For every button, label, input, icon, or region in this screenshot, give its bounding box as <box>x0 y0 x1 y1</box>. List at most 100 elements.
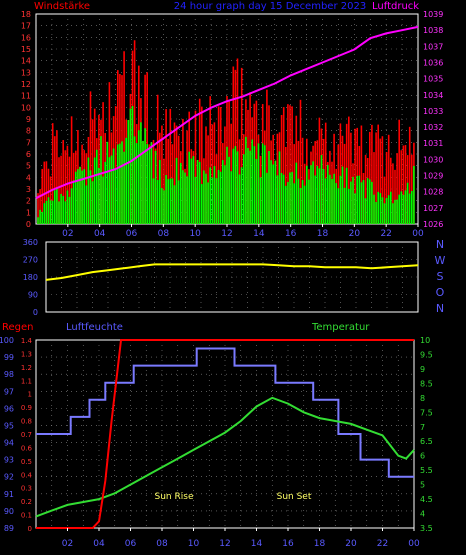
rain-axis: 0 0.1 0.2 0.3 0.4 0.5 0.6 0.7 0.8 0.9 1 1.1 1.2 1.3 1.… <box>21 337 33 533</box>
temperature-tick-label: 8.5 <box>420 379 433 388</box>
direction-line <box>45 263 419 281</box>
pressure-tick-label: 1033 <box>423 107 443 116</box>
temperature-tick-label: 6 <box>420 452 425 461</box>
rain-tick-label: 0 <box>28 525 32 533</box>
pressure-tick-label: 1027 <box>423 204 443 213</box>
compass-label: W <box>435 254 446 267</box>
hour-tick-label: 18 <box>314 539 326 549</box>
pressure-series-line <box>35 25 419 200</box>
hour-tick-label: 20 <box>349 229 361 239</box>
pressure-tick-label: 1030 <box>423 155 443 164</box>
rain-tick-label: 0.5 <box>21 458 32 466</box>
wind-x-axis: 02 04 06 08 10 12 14 16 18 20 22 00 <box>62 224 424 239</box>
direction-tick-label: 90 <box>28 291 38 300</box>
graph-title: 24 hour graph day 15 December 2023 <box>174 1 366 12</box>
hour-tick-label: 06 <box>125 539 137 549</box>
humidity-axis: 89 90 91 92 93 94 95 96 97 98 99 100 <box>0 336 14 533</box>
direction-tick-label: 360 <box>23 238 38 247</box>
hour-tick-label: 16 <box>282 539 294 549</box>
pressure-title: Luftdruck <box>372 1 419 12</box>
rain-title: Regen <box>2 322 34 333</box>
rain-tick-label: 0.2 <box>21 498 32 506</box>
hour-tick-label: 08 <box>158 229 170 239</box>
hour-tick-label: 16 <box>285 229 297 239</box>
hour-tick-label: 22 <box>377 539 388 549</box>
hour-tick-label: 10 <box>189 229 201 239</box>
rain-tick-label: 0.6 <box>21 444 33 452</box>
rain-tick-label: 1.4 <box>21 337 33 345</box>
temperature-tick-label: 4 <box>420 510 425 519</box>
hour-tick-label: 00 <box>412 229 424 239</box>
hour-tick-label: 02 <box>62 229 73 239</box>
wind-tick-label: 7 <box>26 138 31 147</box>
hour-tick-label: 20 <box>345 539 357 549</box>
compass-label: O <box>436 286 445 299</box>
temperature-tick-label: 3.5 <box>420 524 433 533</box>
humidity-tick-label: 90 <box>4 507 14 516</box>
humidity-tick-label: 95 <box>4 421 14 430</box>
climate-plot-grid <box>36 340 414 528</box>
rain-tick-label: 1.3 <box>21 350 32 358</box>
wind-tick-label: 5 <box>26 162 31 171</box>
direction-tick-label: 270 <box>23 256 38 265</box>
compass-label: S <box>437 270 444 283</box>
humidity-tick-label: 97 <box>4 387 14 396</box>
compass-label: N <box>436 302 444 315</box>
rain-tick-label: 1.1 <box>21 377 32 385</box>
wind-tick-label: 10 <box>21 103 31 112</box>
wind-tick-label: 1 <box>26 208 31 217</box>
direction-series-line <box>45 263 419 281</box>
wind-tick-label: 0 <box>26 220 31 229</box>
hour-tick-label: 14 <box>251 539 263 549</box>
pressure-tick-label: 1036 <box>423 58 443 67</box>
pressure-tick-label: 1031 <box>423 139 443 148</box>
pressure-tick-label: 1034 <box>423 91 443 100</box>
wind-tick-label: 3 <box>26 185 31 194</box>
wind-title: Windstärke <box>34 1 90 12</box>
humidity-tick-label: 99 <box>4 353 14 362</box>
hour-tick-label: 18 <box>317 229 329 239</box>
temperature-axis: 3.5 4 4.5 5 5.5 6 6.5 7 7.5 8 8.5 9 9.5 10 <box>420 336 433 533</box>
pressure-line <box>35 25 419 200</box>
rain-tick-label: 0.3 <box>21 485 32 493</box>
climate-lines <box>35 339 415 529</box>
hour-tick-label: 12 <box>219 539 230 549</box>
wind-bars <box>37 40 415 224</box>
wind-tick-label: 2 <box>26 197 31 206</box>
pressure-tick-label: 1037 <box>423 42 443 51</box>
temperature-tick-label: 7 <box>420 423 425 432</box>
climate-x-axis: 02 04 06 08 10 12 14 16 18 20 22 00 <box>62 528 420 549</box>
hour-tick-label: 14 <box>253 229 265 239</box>
humidity-tick-label: 100 <box>0 336 14 345</box>
temperature-tick-label: 9 <box>420 365 425 374</box>
direction-plot-grid <box>46 242 418 312</box>
temperature-tick-label: 4.5 <box>420 495 433 504</box>
sun-set-label: Sun Set <box>277 492 312 502</box>
rain-tick-label: 0.9 <box>21 404 32 412</box>
wind-tick-label: 8 <box>26 127 31 136</box>
hour-tick-label: 04 <box>94 229 106 239</box>
wind-tick-label: 13 <box>21 68 31 77</box>
wind-tick-label: 18 <box>21 10 31 19</box>
wind-tick-label: 9 <box>26 115 31 124</box>
temperature-title: Temperatur <box>311 322 370 333</box>
rain-series-line <box>36 339 414 529</box>
direction-tick-label: 180 <box>23 273 38 282</box>
rain-tick-label: 0.4 <box>21 471 33 479</box>
wind-tick-label: 12 <box>21 80 31 89</box>
rain-tick-label: 0.1 <box>21 512 32 520</box>
wind-tick-label: 4 <box>26 173 31 182</box>
hour-tick-label: 22 <box>380 229 391 239</box>
wind-tick-label: 17 <box>21 22 31 31</box>
pressure-axis: 1026 1027 1028 1029 1030 1031 1032 1033 1034 1035… <box>423 10 443 229</box>
humidity-tick-label: 96 <box>4 404 14 413</box>
pressure-tick-label: 1039 <box>423 10 443 19</box>
humidity-tick-label: 98 <box>4 370 14 379</box>
direction-tick-label: 0 <box>33 308 38 317</box>
direction-axis: 0 90 180 270 360 <box>23 238 38 317</box>
hour-tick-label: 10 <box>188 539 200 549</box>
hour-tick-label: 04 <box>93 539 105 549</box>
